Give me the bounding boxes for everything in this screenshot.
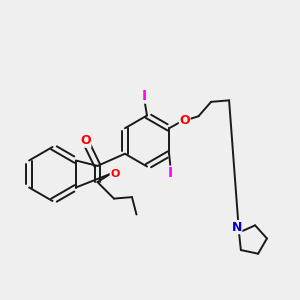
Text: I: I	[141, 89, 147, 103]
Text: O: O	[80, 134, 91, 147]
Text: O: O	[179, 114, 190, 127]
Text: I: I	[168, 166, 173, 180]
Text: O: O	[110, 169, 120, 179]
Text: N: N	[231, 220, 242, 234]
